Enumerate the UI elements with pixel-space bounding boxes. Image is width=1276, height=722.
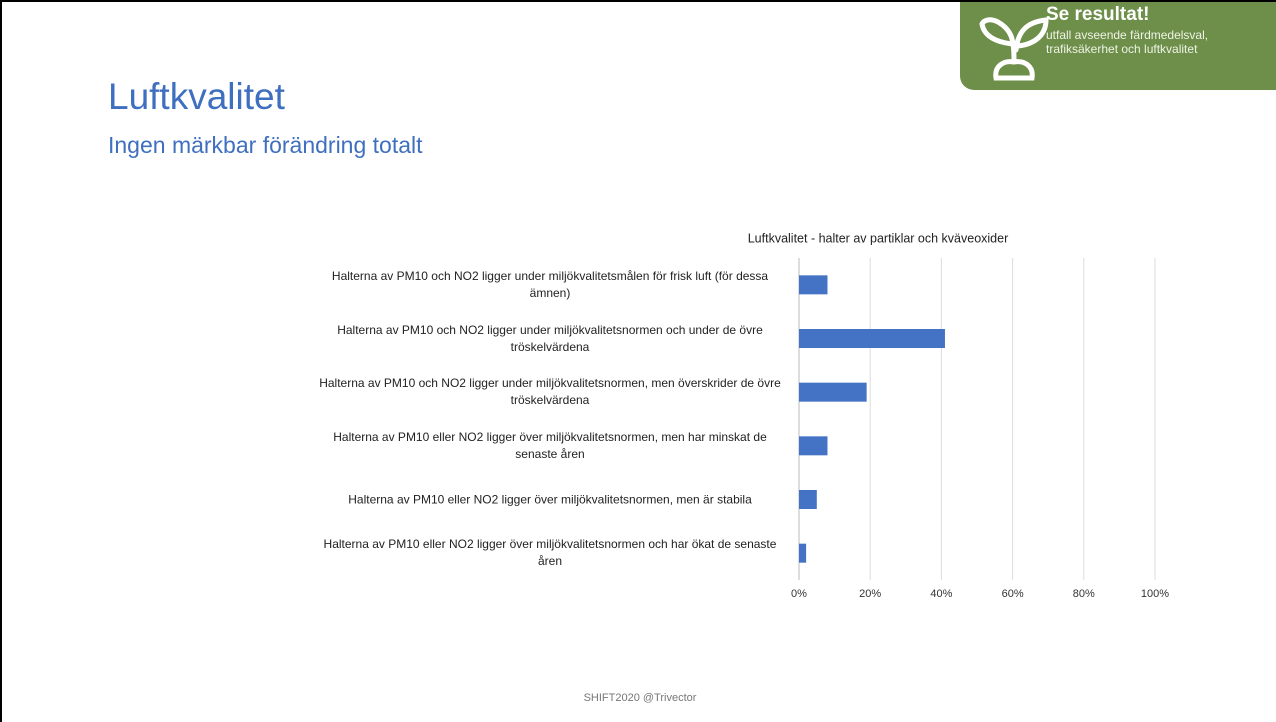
bar bbox=[799, 436, 828, 456]
chart-title: Luftkvalitet - halter av partiklar och k… bbox=[748, 231, 1009, 245]
badge-text: utfall avseende färdmedelsval, trafiksäk… bbox=[1046, 28, 1209, 56]
y-tick-label: Halterna av PM10 eller NO2 ligger över m… bbox=[333, 429, 767, 461]
x-tick-label: 80% bbox=[1073, 588, 1095, 600]
bar bbox=[799, 543, 807, 563]
badge-title: Se resultat! bbox=[1046, 4, 1150, 25]
y-tick-label: Halterna av PM10 eller NO2 ligger över m… bbox=[323, 537, 777, 569]
slide-title: Luftkvalitet bbox=[108, 76, 285, 117]
y-tick-label: Halterna av PM10 och NO2 ligger under mi… bbox=[331, 268, 769, 300]
y-tick-label: Halterna av PM10 eller NO2 ligger över m… bbox=[348, 492, 752, 506]
result-badge: Se resultat! utfall avseende färdmedelsv… bbox=[960, 2, 1276, 90]
x-tick-label: 0% bbox=[791, 588, 807, 600]
x-tick-label: 100% bbox=[1141, 588, 1169, 600]
bar bbox=[799, 490, 817, 509]
y-tick-label: Halterna av PM10 och NO2 ligger under mi… bbox=[319, 376, 781, 408]
x-tick-label: 60% bbox=[1002, 588, 1024, 600]
bar bbox=[799, 275, 828, 295]
x-tick-label: 40% bbox=[930, 588, 952, 600]
bar bbox=[799, 329, 945, 348]
slide-subtitle: Ingen märkbar förändring totalt bbox=[108, 132, 423, 158]
x-tick-label: 20% bbox=[859, 588, 881, 600]
plant-icon bbox=[979, 17, 1049, 81]
y-tick-label: Halterna av PM10 och NO2 ligger under mi… bbox=[337, 322, 763, 354]
bar bbox=[799, 382, 867, 402]
footer: SHIFT2020 @Trivector bbox=[583, 692, 697, 704]
